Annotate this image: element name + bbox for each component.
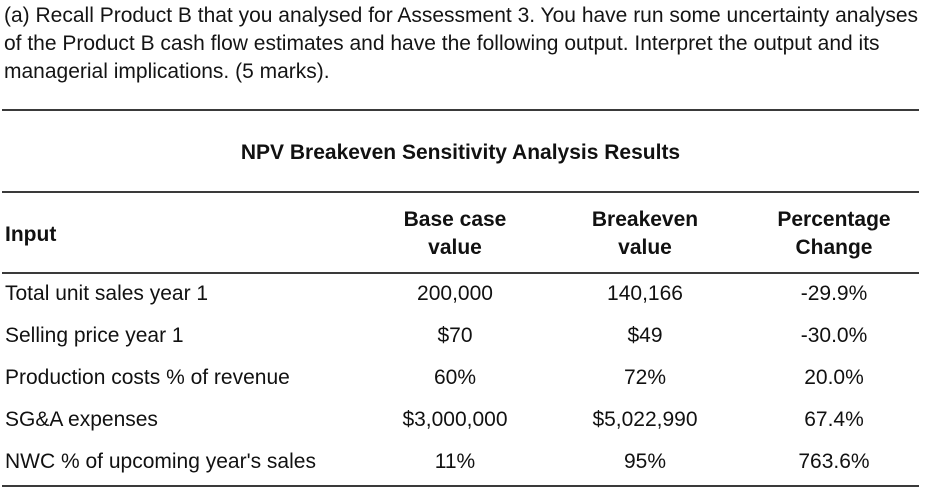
cell-breakeven: $5,022,990	[592, 408, 698, 431]
cell-base-case: 200,000	[417, 282, 493, 305]
header-base-case: Base case value	[403, 208, 507, 259]
table-top-rule	[2, 109, 919, 111]
cell-breakeven: 140,166	[607, 282, 683, 305]
cell-breakeven: 95%	[623, 450, 667, 473]
header-percentage-change: Percentage Change	[777, 208, 891, 259]
table-row: Production costs % of revenue 60% 72% 20…	[0, 358, 919, 400]
cell-breakeven: $49	[627, 324, 663, 347]
title-divider	[2, 191, 919, 193]
table-title: NPV Breakeven Sensitivity Analysis Resul…	[240, 141, 681, 164]
cell-input: Selling price year 1	[5, 324, 184, 347]
question-text: (a) Recall Product B that you analysed f…	[4, 4, 919, 83]
header-input: Input	[5, 223, 57, 246]
cell-base-case: 11%	[434, 450, 476, 473]
cell-percentage-change: -30.0%	[800, 324, 868, 347]
cell-percentage-change: 763.6%	[798, 450, 870, 473]
header-divider	[2, 272, 919, 274]
table-row: Selling price year 1 $70 $49 -30.0%	[0, 316, 919, 358]
cell-input: Production costs % of revenue	[5, 366, 290, 389]
cell-percentage-change: -29.9%	[800, 282, 868, 305]
cell-percentage-change: 67.4%	[804, 408, 864, 431]
cell-input: SG&A expenses	[5, 408, 158, 431]
table-row: NWC % of upcoming year's sales 11% 95% 7…	[0, 442, 919, 484]
table-row: Total unit sales year 1 200,000 140,166 …	[0, 274, 919, 316]
cell-base-case: 60%	[433, 366, 477, 389]
cell-breakeven: 72%	[623, 366, 667, 389]
cell-input: Total unit sales year 1	[5, 282, 209, 305]
cell-input: NWC % of upcoming year's sales	[5, 450, 316, 473]
table-bottom-rule	[2, 485, 919, 487]
table-row: SG&A expenses $3,000,000 $5,022,990 67.4…	[0, 400, 919, 442]
cell-base-case: $70	[437, 324, 473, 347]
cell-base-case: $3,000,000	[402, 408, 508, 431]
cell-percentage-change: 20.0%	[804, 366, 864, 389]
header-breakeven: Breakeven value	[591, 208, 699, 259]
